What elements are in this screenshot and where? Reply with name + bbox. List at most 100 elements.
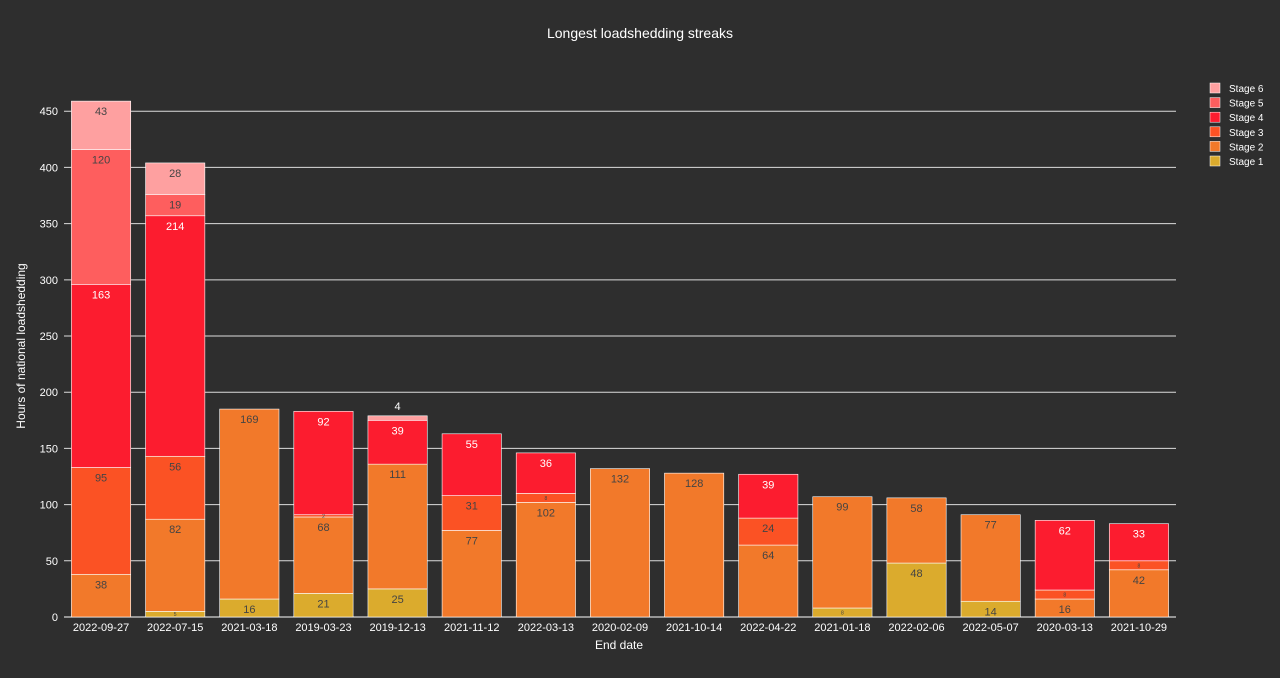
bar-segment: [293, 411, 354, 516]
bar-segment: [71, 284, 132, 468]
bar-segment: [441, 495, 502, 531]
bar-segment: [590, 468, 650, 618]
bar-segment: [145, 215, 206, 457]
bar-segment: [71, 100, 132, 150]
data-label: 16: [243, 604, 255, 616]
data-label: 16: [1059, 604, 1071, 616]
x-tick-label: 2021-11-12: [444, 622, 499, 634]
data-labels: 38 95 163 120 43 5 82 56 214 19 28 16 169 21 68 2 92 25 11…: [92, 106, 1145, 618]
x-tick-label: 2019-03-23: [295, 622, 351, 634]
y-axis: 0 50 100 150 200 250 300 350 400 450: [40, 106, 58, 624]
bar-segment: [1034, 520, 1095, 591]
data-label: 38: [95, 579, 107, 591]
data-label: 120: [92, 154, 110, 166]
legend-label: Stage 5: [1229, 99, 1264, 110]
bar-segment: [145, 455, 206, 520]
data-label: 8: [841, 611, 844, 617]
data-label: 214: [166, 221, 184, 233]
y-axis-title: Hours of national loadshedding: [14, 263, 28, 428]
data-label: 33: [1133, 529, 1145, 541]
data-label: 39: [762, 479, 774, 491]
bar-segment: [812, 496, 873, 609]
bar-segment: [441, 530, 502, 618]
data-label: 48: [910, 568, 922, 580]
x-tick-label: 2020-03-13: [1037, 622, 1093, 634]
x-tick-label: 2021-10-29: [1111, 622, 1167, 634]
legend-label: Stage 2: [1229, 142, 1264, 153]
data-label: 39: [391, 425, 403, 437]
legend-swatch: [1209, 82, 1221, 94]
bar-segment: [960, 514, 1021, 602]
bar-segment: [886, 562, 947, 618]
legend-label: Stage 6: [1229, 84, 1264, 95]
data-label: 4: [395, 401, 401, 413]
bar-segment: [738, 473, 799, 519]
data-label: 55: [466, 439, 478, 451]
data-label: 5: [174, 612, 177, 618]
x-axis-title: End date: [595, 638, 643, 652]
data-label: 8: [1138, 563, 1141, 569]
data-label: 8: [1063, 593, 1066, 599]
x-tick-label: 2021-01-18: [814, 622, 870, 634]
bars: [71, 100, 1169, 618]
data-label: 24: [762, 523, 774, 535]
data-label: 132: [611, 474, 629, 486]
x-tick-label: 2021-03-18: [221, 622, 277, 634]
data-label: 28: [169, 168, 181, 180]
data-label: 19: [169, 199, 181, 211]
data-label: 82: [169, 524, 181, 536]
bar-segment: [219, 408, 280, 600]
bar-segment: [367, 463, 428, 590]
bar-segment: [664, 472, 725, 618]
x-tick-label: 2022-07-15: [147, 622, 203, 634]
data-label: 111: [389, 469, 406, 481]
data-label: 25: [391, 594, 403, 606]
legend-swatch: [1209, 97, 1221, 108]
data-label: 99: [836, 502, 848, 514]
legend-label: Stage 4: [1229, 113, 1264, 124]
bar-segment: [71, 467, 132, 575]
data-label: 77: [985, 520, 997, 532]
x-axis: 2022-09-27 2022-07-15 2021-03-18 2019-03-23…: [73, 622, 1167, 634]
data-label: 31: [466, 501, 478, 513]
bar-segment: [886, 497, 947, 564]
x-tick-label: 2020-02-09: [592, 622, 648, 634]
data-label: 77: [466, 535, 478, 547]
data-label: 14: [985, 606, 997, 618]
bar-segment: [367, 588, 428, 618]
data-label: 56: [169, 461, 181, 473]
data-label: 8: [544, 496, 547, 502]
y-tick-label: 450: [40, 106, 58, 118]
legend-swatch: [1209, 126, 1221, 138]
x-tick-label: 2022-03-13: [518, 622, 574, 634]
x-tick-label: 2022-09-27: [73, 622, 129, 634]
data-label: 92: [317, 416, 329, 428]
bar-segment: [441, 433, 502, 496]
data-label: 2: [322, 514, 325, 520]
y-tick-label: 350: [40, 219, 58, 231]
y-tick-label: 250: [40, 331, 58, 343]
data-label: 169: [240, 414, 258, 426]
data-label: 42: [1133, 575, 1145, 587]
bar-segment: [145, 162, 206, 195]
y-tick-label: 200: [40, 387, 58, 399]
y-tick-label: 150: [40, 443, 58, 455]
data-label: 21: [317, 598, 329, 610]
data-label: 102: [537, 507, 555, 519]
bar-segment: [367, 420, 428, 465]
bar-segment: [738, 544, 799, 618]
data-label: 163: [92, 289, 110, 301]
x-tick-label: 2022-02-06: [888, 622, 944, 634]
y-tick-label: 300: [40, 275, 58, 287]
bar-segment: [738, 517, 799, 546]
legend-swatch: [1209, 111, 1221, 123]
legend-label: Stage 3: [1229, 128, 1264, 139]
bar-segment: [145, 518, 206, 612]
x-tick-label: 2022-05-07: [963, 622, 1019, 634]
data-label: 95: [95, 473, 107, 485]
data-label: 43: [95, 106, 107, 118]
bar-segment: [367, 415, 428, 421]
legend-label: Stage 1: [1229, 157, 1264, 168]
x-tick-label: 2022-04-22: [740, 622, 796, 634]
